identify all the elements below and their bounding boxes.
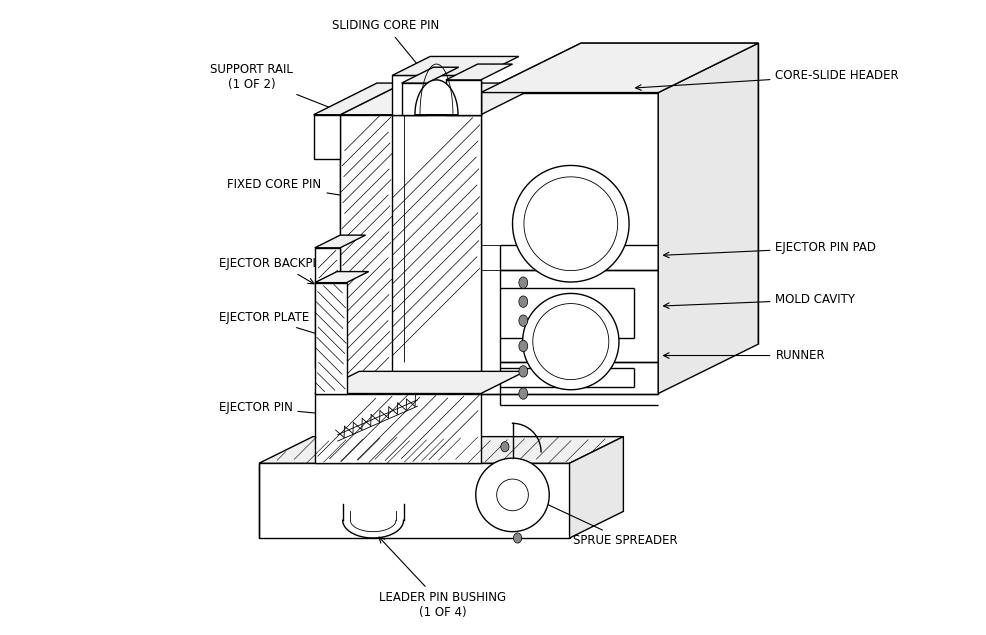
Polygon shape xyxy=(496,479,528,511)
Polygon shape xyxy=(446,80,480,115)
Polygon shape xyxy=(480,43,757,93)
Polygon shape xyxy=(401,83,427,115)
Text: RUNNER: RUNNER xyxy=(663,349,824,362)
Text: FIXED CORE PIN: FIXED CORE PIN xyxy=(227,178,348,198)
Text: SPRUE SPREADER: SPRUE SPREADER xyxy=(524,493,676,547)
Ellipse shape xyxy=(519,277,528,288)
Text: EJECTOR PIN: EJECTOR PIN xyxy=(218,401,340,418)
Polygon shape xyxy=(414,80,458,115)
Polygon shape xyxy=(658,43,757,394)
Polygon shape xyxy=(523,293,618,390)
Polygon shape xyxy=(391,76,480,115)
Polygon shape xyxy=(401,67,458,83)
Polygon shape xyxy=(480,43,757,93)
Text: MOLD CAVITY: MOLD CAVITY xyxy=(663,293,855,309)
Polygon shape xyxy=(315,235,365,248)
Polygon shape xyxy=(258,437,623,463)
Polygon shape xyxy=(524,177,617,271)
Polygon shape xyxy=(512,166,628,282)
Ellipse shape xyxy=(519,340,528,352)
Polygon shape xyxy=(340,83,543,115)
Polygon shape xyxy=(340,115,480,394)
Polygon shape xyxy=(314,83,403,115)
Polygon shape xyxy=(315,272,369,283)
Polygon shape xyxy=(391,57,519,76)
Polygon shape xyxy=(480,93,658,394)
Ellipse shape xyxy=(519,296,528,307)
Polygon shape xyxy=(315,371,525,394)
Ellipse shape xyxy=(519,315,528,326)
Polygon shape xyxy=(315,248,340,368)
Polygon shape xyxy=(340,115,391,394)
Polygon shape xyxy=(315,394,480,463)
Ellipse shape xyxy=(500,442,509,452)
Text: EJECTOR PLATE: EJECTOR PLATE xyxy=(218,311,321,337)
Text: EJECTOR BACKPLATE: EJECTOR BACKPLATE xyxy=(218,257,340,284)
Ellipse shape xyxy=(513,533,522,543)
Text: SUPPORT RAIL
(1 OF 2): SUPPORT RAIL (1 OF 2) xyxy=(210,63,336,110)
Text: LEADER PIN BUSHING
(1 OF 4): LEADER PIN BUSHING (1 OF 4) xyxy=(379,537,506,619)
Polygon shape xyxy=(475,458,548,531)
Polygon shape xyxy=(446,64,512,80)
Polygon shape xyxy=(315,283,346,394)
Ellipse shape xyxy=(519,366,528,377)
Polygon shape xyxy=(340,83,455,115)
Polygon shape xyxy=(532,304,608,380)
Text: CORE-SLIDE HEADER: CORE-SLIDE HEADER xyxy=(635,69,898,90)
Text: EJECTOR PIN PAD: EJECTOR PIN PAD xyxy=(663,241,876,258)
Polygon shape xyxy=(569,437,623,538)
Text: SLIDING CORE PIN: SLIDING CORE PIN xyxy=(332,20,439,77)
Polygon shape xyxy=(258,463,569,538)
Polygon shape xyxy=(314,115,340,159)
Ellipse shape xyxy=(519,388,528,399)
